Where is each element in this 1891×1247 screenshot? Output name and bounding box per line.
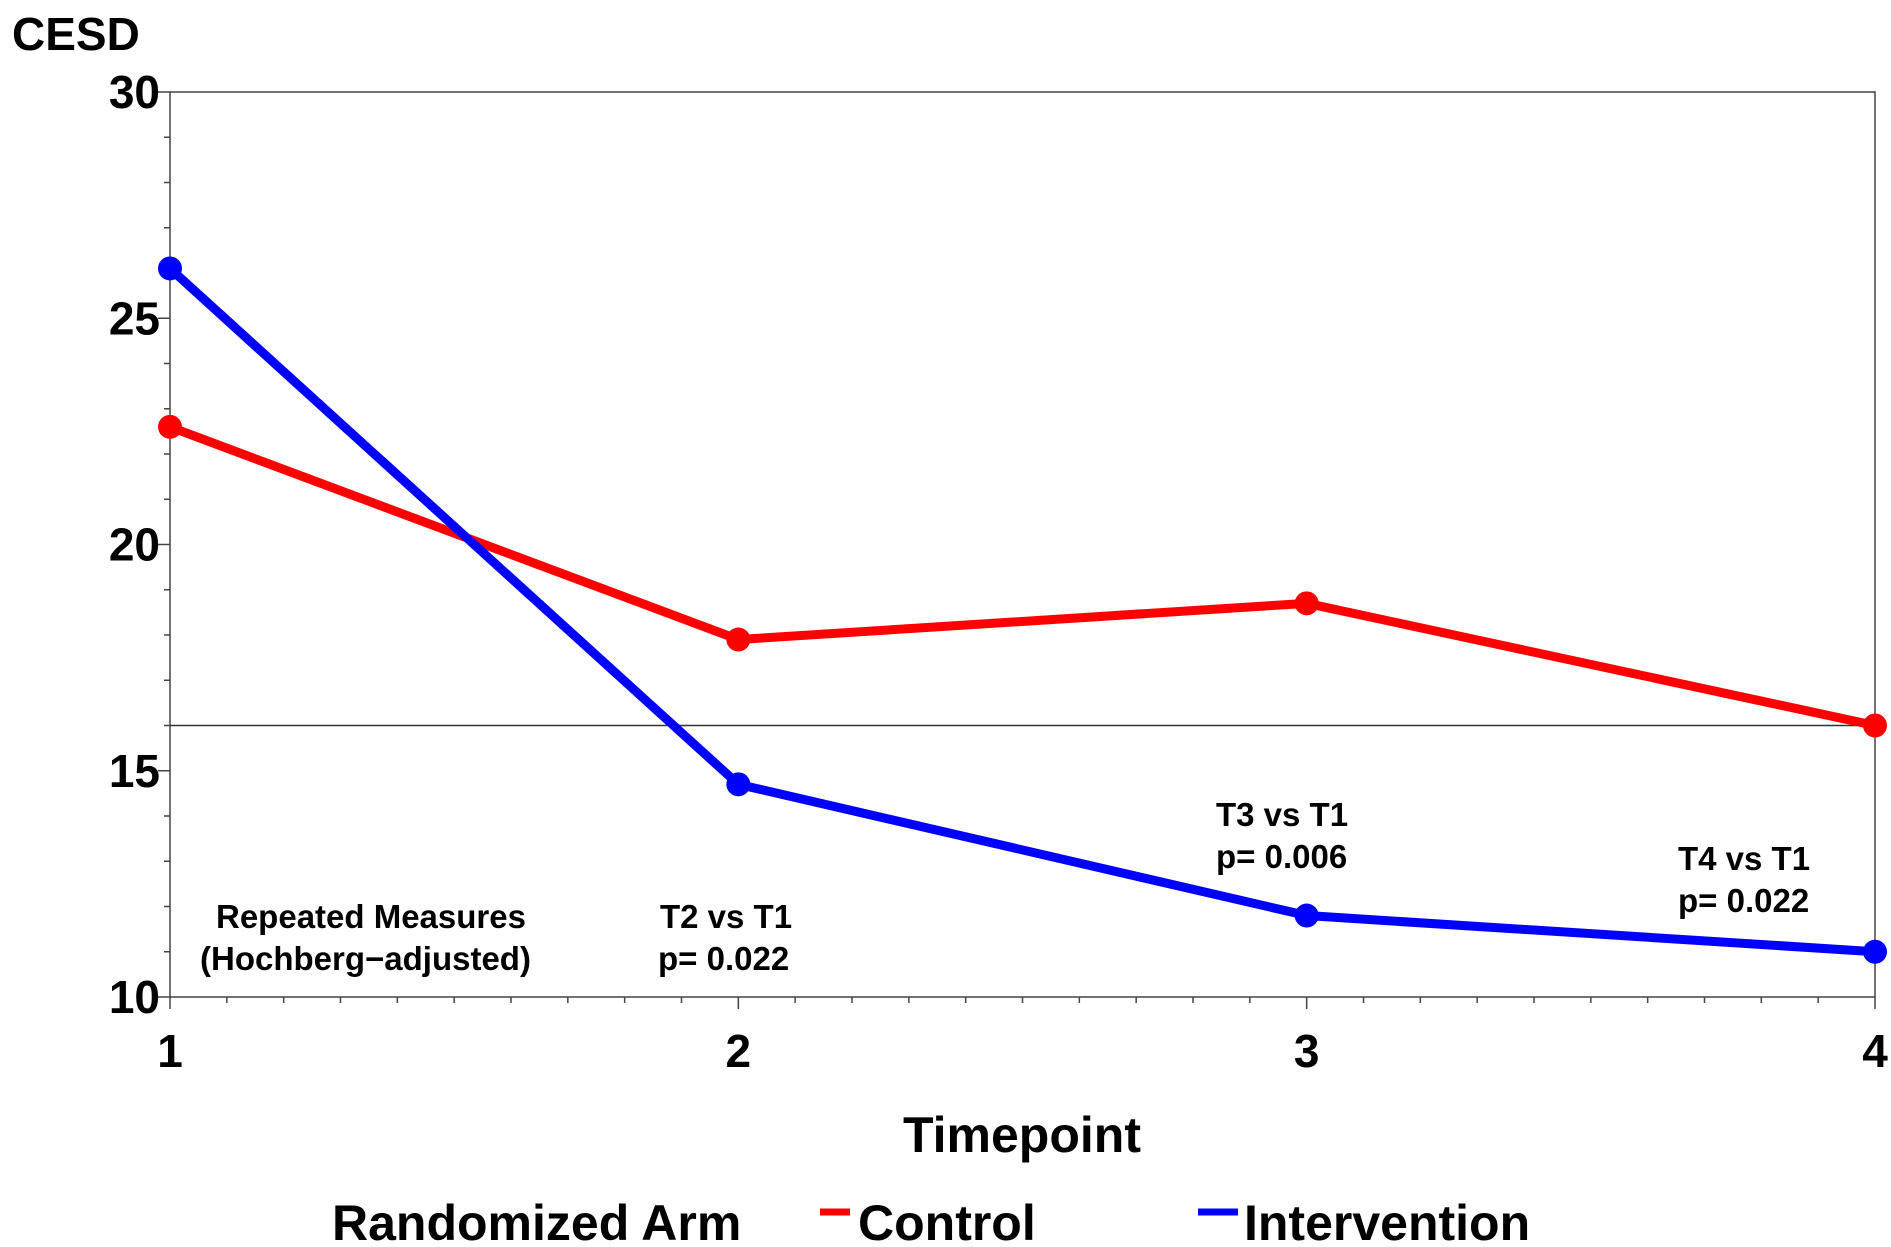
- legend: Randomized Arm Control Intervention: [332, 1195, 1530, 1247]
- x-tick-label: 3: [1294, 1025, 1320, 1077]
- annotation-t3-vs-t1: T3 vs T1 p= 0.006: [1216, 796, 1348, 875]
- series-group: [158, 256, 1887, 964]
- legend-label-control: Control: [858, 1195, 1036, 1247]
- legend-title: Randomized Arm: [332, 1195, 741, 1247]
- plot-frame: [169, 91, 1876, 998]
- x-tick-label: 2: [726, 1025, 752, 1077]
- data-point-intervention: [726, 772, 751, 797]
- annotation-line: T3 vs T1: [1216, 796, 1348, 833]
- legend-label-intervention: Intervention: [1244, 1195, 1530, 1247]
- data-point-intervention: [1863, 939, 1887, 964]
- y-tick-label: 15: [109, 745, 160, 797]
- annotation-t2-vs-t1: T2 vs T1 p= 0.022: [658, 898, 792, 977]
- data-point-control: [1294, 591, 1319, 616]
- annotation-line: Repeated Measures: [216, 898, 526, 935]
- y-tick-label: 30: [109, 66, 160, 118]
- annotation-line: (Hochberg−adjusted): [200, 940, 531, 977]
- x-axis-title: Timepoint: [903, 1107, 1141, 1163]
- annotation-line: T4 vs T1: [1678, 840, 1810, 877]
- annotation-line: p= 0.006: [1216, 838, 1347, 875]
- y-tick-label: 10: [109, 971, 160, 1023]
- x-tick-label: 4: [1862, 1025, 1888, 1077]
- series-line-control: [165, 422, 1880, 730]
- annotation-repeated-measures: Repeated Measures (Hochberg−adjusted): [200, 898, 531, 977]
- annotation-line: p= 0.022: [658, 940, 789, 977]
- x-tick-label: 1: [157, 1025, 183, 1077]
- x-axis-ticks: 1 2 3 4: [157, 997, 1888, 1077]
- annotation-line: p= 0.022: [1678, 882, 1809, 919]
- y-tick-label: 25: [109, 292, 160, 344]
- data-point-control: [726, 627, 751, 652]
- y-tick-label: 20: [109, 519, 160, 571]
- data-point-control: [1863, 713, 1887, 738]
- series-line-intervention: [165, 263, 1880, 957]
- annotation-t4-vs-t1: T4 vs T1 p= 0.022: [1678, 840, 1810, 919]
- data-point-control: [158, 414, 182, 439]
- data-point-intervention: [158, 256, 182, 281]
- y-axis-ticks: 10 15 20 25 30: [109, 66, 170, 1023]
- y-axis-title: CESD: [12, 8, 140, 60]
- annotation-line: T2 vs T1: [660, 898, 792, 935]
- data-point-intervention: [1294, 903, 1319, 928]
